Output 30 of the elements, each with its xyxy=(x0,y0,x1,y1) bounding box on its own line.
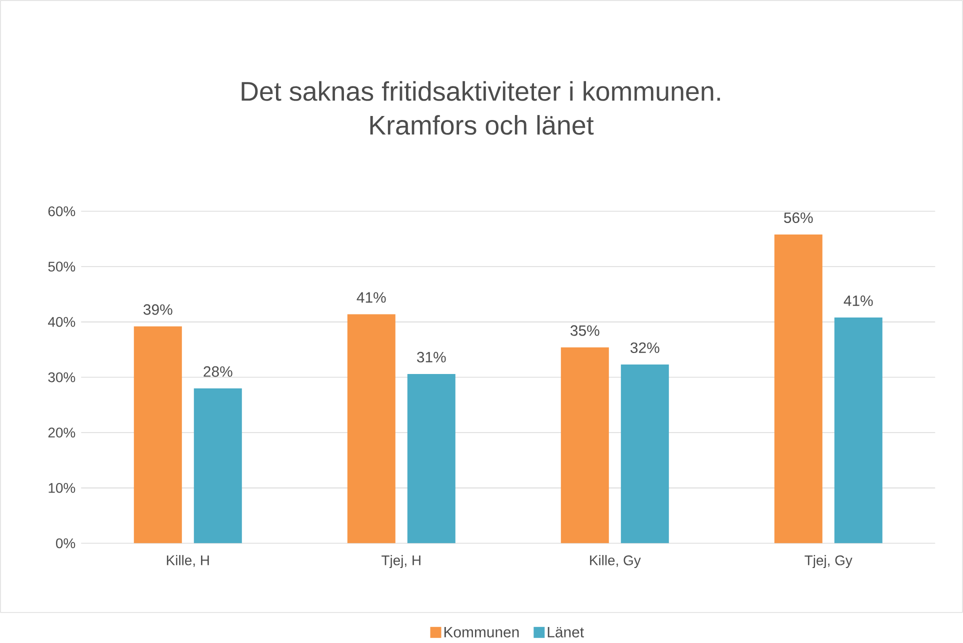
y-tick-label: 40% xyxy=(48,317,76,327)
chart-title: Det saknas fritidsaktiviteter i kommunen. Kramfors och länet xyxy=(242,81,720,135)
legend-label: Kommunen xyxy=(444,627,519,638)
x-tick-label: Kille, Gy xyxy=(590,555,641,568)
legend-label: Länet xyxy=(548,627,584,638)
y-tick-label: 50% xyxy=(48,262,76,272)
y-tick-label: 60% xyxy=(48,206,76,216)
data-label: 28% xyxy=(204,366,232,377)
x-tick-label: Tjej, Gy xyxy=(804,555,852,568)
data-label: 41% xyxy=(844,296,873,306)
data-label: 32% xyxy=(630,342,660,354)
y-tick-label: 30% xyxy=(48,372,76,382)
bar xyxy=(407,374,456,544)
data-label: 56% xyxy=(784,212,813,224)
data-label: 41% xyxy=(356,292,386,303)
bar xyxy=(347,314,396,544)
data-label: 35% xyxy=(570,325,600,336)
data-label: 39% xyxy=(144,304,172,315)
y-tick-label: 10% xyxy=(48,483,76,493)
bar xyxy=(194,388,242,544)
bar xyxy=(560,348,609,544)
data-label: 31% xyxy=(416,352,446,363)
x-tick-label: Tjej, H xyxy=(382,555,420,568)
x-tick-label: Kille, H xyxy=(166,555,209,568)
bar xyxy=(774,234,822,544)
bar xyxy=(620,364,669,544)
y-tick-label: 20% xyxy=(48,428,76,438)
bar xyxy=(134,326,182,544)
y-tick-label: 0% xyxy=(56,538,76,548)
bar xyxy=(834,318,882,544)
